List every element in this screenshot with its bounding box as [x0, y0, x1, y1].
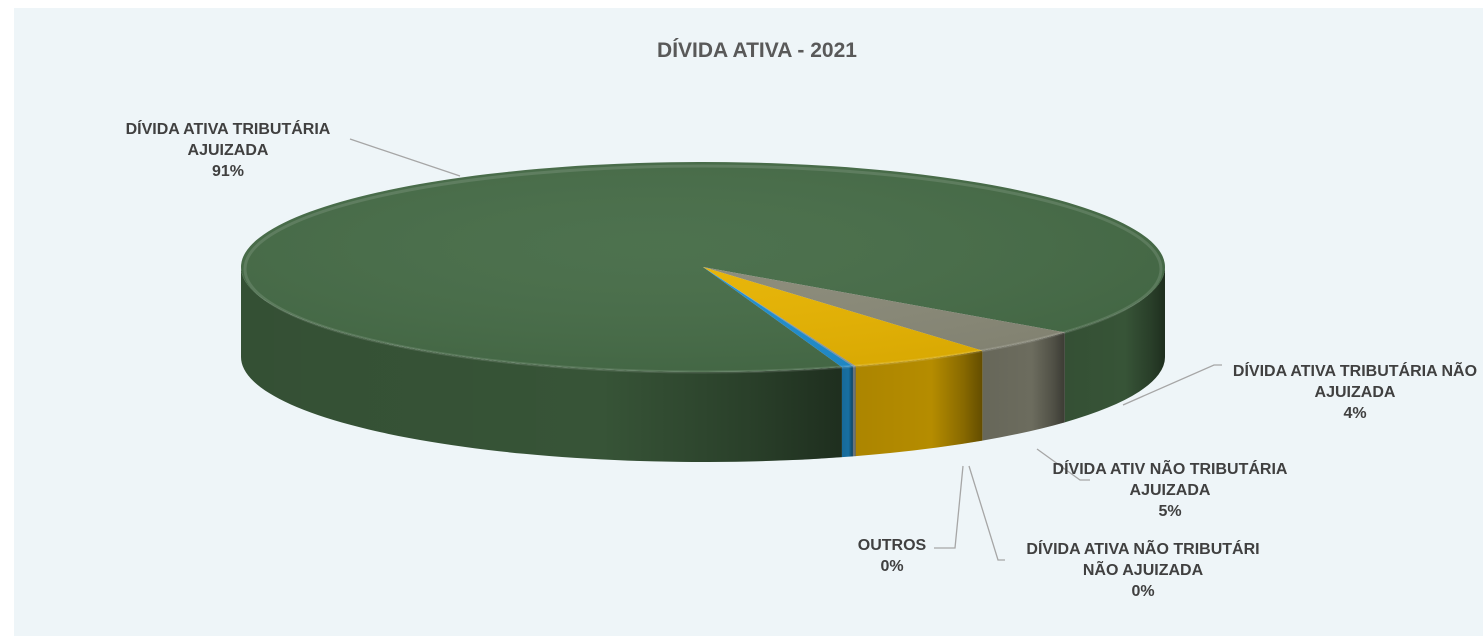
pie-slice-side-shade [240, 267, 842, 463]
pie-slice-side-shade [1064, 267, 1165, 423]
leader-line [968, 465, 1005, 561]
pie-slice-side-shade [982, 332, 1065, 441]
slice-category-label: DÍVIDA ATIVA NÃO TRIBUTÁRI [1026, 538, 1259, 558]
chart-title: DÍVIDA ATIVA - 2021 [657, 39, 857, 62]
leader-line [1036, 448, 1090, 481]
slice-percent-label: 4% [1343, 405, 1366, 422]
slice-percent-label: 91% [212, 163, 244, 180]
slice-percent-label: 0% [1131, 583, 1154, 600]
pie-slice-side-shade [852, 366, 856, 457]
slice-category-label: AJUIZADA [1315, 384, 1396, 401]
slice-category-label: AJUIZADA [188, 142, 269, 159]
pie-slice-side-shade [855, 350, 983, 457]
slice-category-label: DÍVIDA ATIVA TRIBUTÁRIA NÃO [1233, 360, 1477, 380]
slice-category-label: DÍVIDA ATIV NÃO TRIBUTÁRIA [1053, 458, 1288, 478]
leader-line [934, 465, 964, 549]
leader-line [1122, 364, 1222, 406]
slice-category-label: AJUIZADA [1130, 482, 1211, 499]
leader-line [349, 138, 461, 177]
pie-slice-side-shade [841, 366, 853, 458]
slice-percent-label: 5% [1158, 503, 1181, 520]
slice-category-label: OUTROS [858, 537, 927, 554]
slice-category-label: NÃO AJUIZADA [1083, 559, 1204, 579]
slice-percent-label: 0% [880, 558, 903, 575]
slice-category-label: DÍVIDA ATIVA TRIBUTÁRIA [126, 119, 331, 138]
pie-top-highlight [241, 162, 1165, 372]
pie-rim [243, 164, 1163, 374]
